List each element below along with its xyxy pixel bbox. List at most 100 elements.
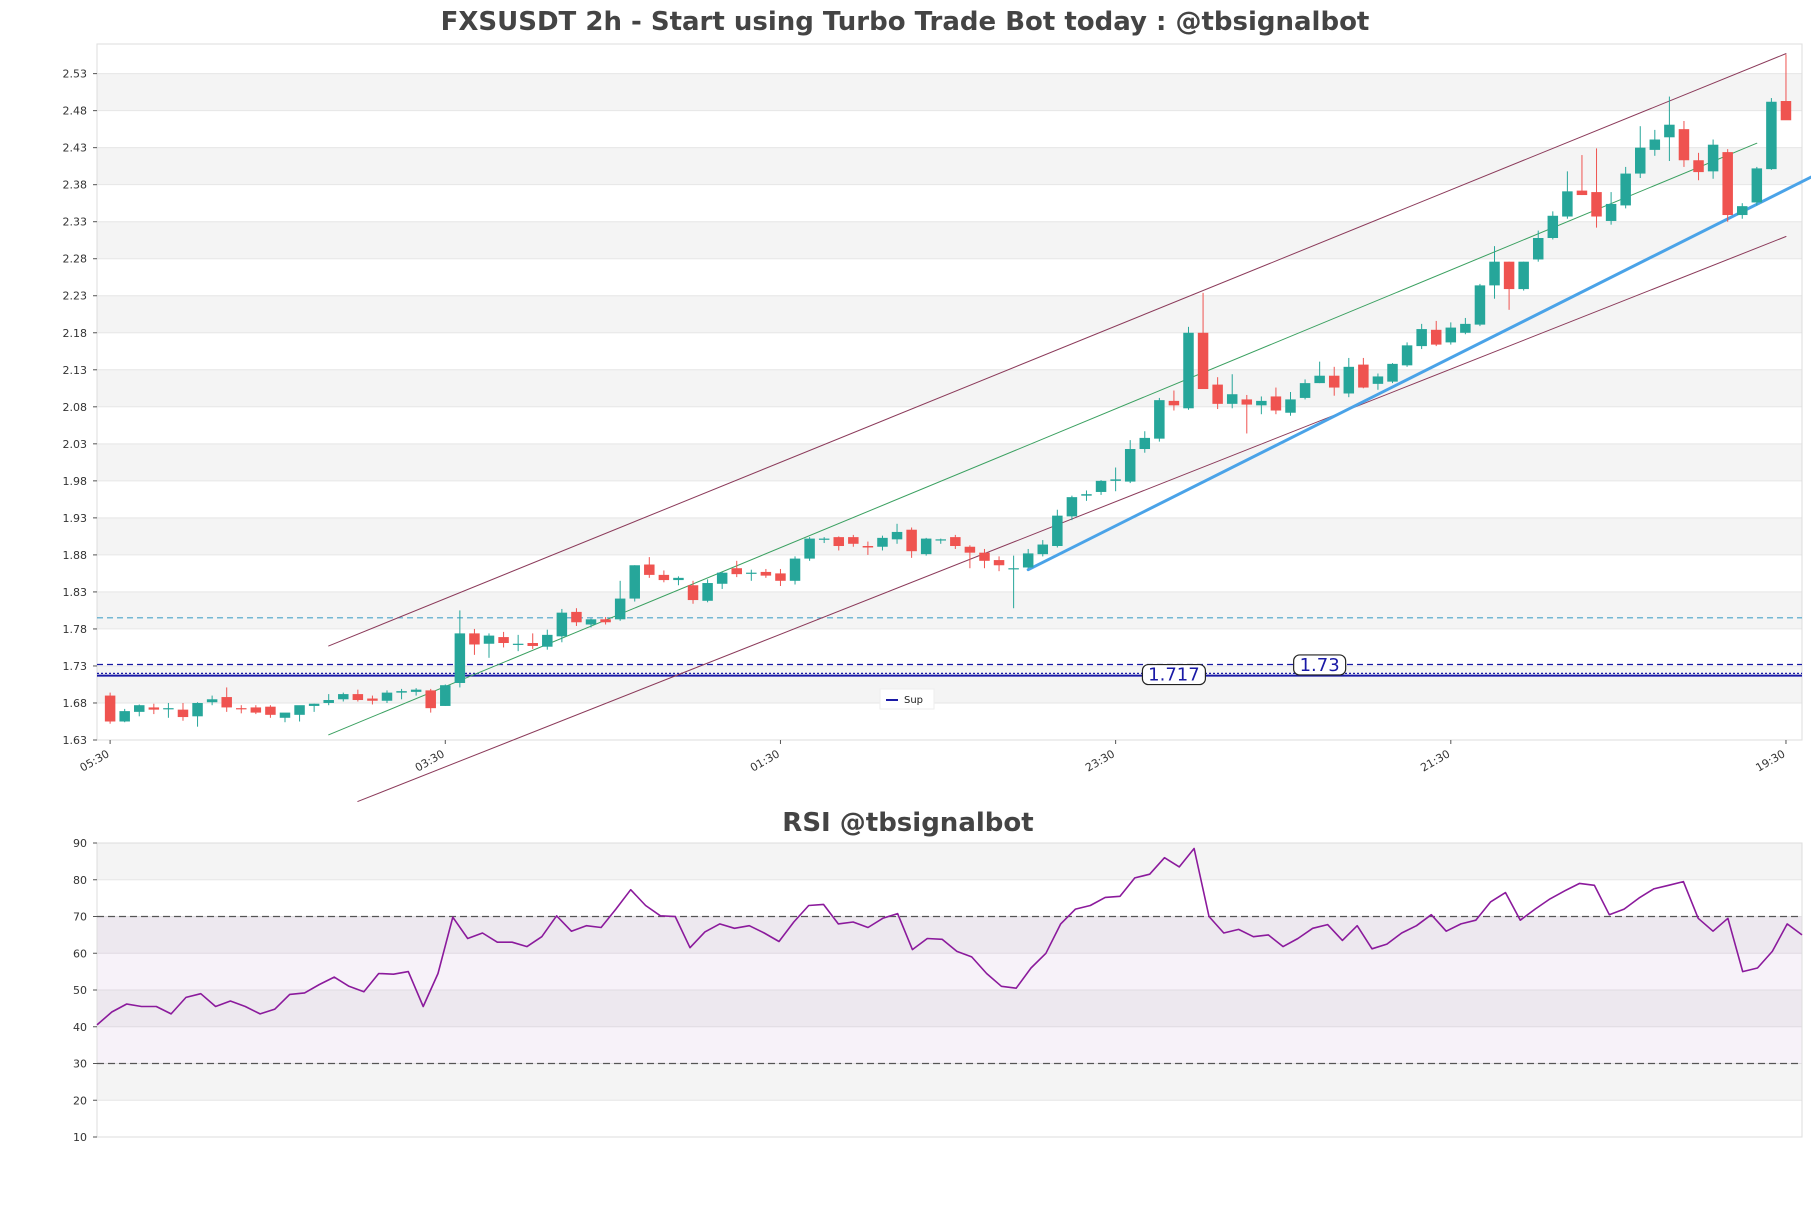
- candle-body: [1110, 479, 1121, 481]
- rsi-y-tick-label: 60: [73, 947, 87, 960]
- candle: [1066, 495, 1078, 521]
- candle: [760, 568, 772, 578]
- candle: [1095, 480, 1107, 495]
- candle-body: [1168, 400, 1180, 406]
- candle-body: [556, 612, 568, 637]
- candle: [848, 534, 859, 547]
- price-y-tick-label: 2.53: [63, 68, 88, 81]
- candle-body: [1066, 497, 1078, 517]
- candle-body: [206, 699, 218, 703]
- candle-body: [1328, 375, 1340, 388]
- price-chart-title: FXSUSDT 2h - Start using Turbo Trade Bot…: [441, 7, 1370, 37]
- price-band: [97, 295, 1802, 333]
- price-y-tick-label: 1.78: [63, 623, 88, 636]
- candle-body: [789, 558, 801, 581]
- price-y-tick-label: 2.33: [63, 216, 88, 229]
- price-y-tick-label: 1.73: [63, 660, 88, 673]
- candle: [1634, 126, 1646, 179]
- candle-body: [760, 571, 772, 576]
- candle: [833, 536, 844, 551]
- candle-body: [1547, 215, 1559, 238]
- rsi-y-tick-label: 10: [73, 1131, 87, 1144]
- candle: [746, 569, 757, 581]
- candle: [862, 541, 874, 555]
- candle: [1037, 540, 1049, 557]
- candle-body: [600, 619, 611, 623]
- candle: [556, 608, 568, 643]
- candle: [410, 688, 422, 696]
- candle-body: [163, 708, 174, 710]
- candle-body: [250, 707, 262, 713]
- candle-body: [498, 637, 509, 644]
- candle-body: [1678, 129, 1690, 161]
- candle-body: [440, 685, 451, 706]
- candle: [877, 535, 888, 551]
- candle-body: [1212, 384, 1223, 404]
- candle: [600, 617, 611, 625]
- rsi-y-tick-label: 80: [73, 874, 87, 887]
- time-x-tick-label: 03:30: [413, 747, 447, 774]
- candle: [498, 631, 509, 648]
- time-x-tick-label: 23:30: [1083, 747, 1117, 774]
- candle-body: [381, 692, 393, 701]
- candle: [1620, 166, 1631, 209]
- price-band: [97, 554, 1802, 592]
- candle-body: [658, 574, 670, 581]
- candle: [687, 580, 699, 604]
- price-y-tick-label: 2.28: [63, 253, 88, 266]
- candle: [512, 634, 524, 652]
- candle: [1052, 509, 1063, 548]
- candle: [134, 704, 145, 717]
- candle-body: [1256, 400, 1267, 406]
- candle-body: [1285, 399, 1296, 413]
- candle-body: [818, 538, 830, 540]
- candle: [673, 576, 684, 586]
- rsi-band: [97, 879, 1802, 917]
- candle-body: [279, 712, 291, 718]
- candle: [1124, 440, 1136, 484]
- candle-body: [1474, 285, 1486, 325]
- candle: [1343, 357, 1355, 398]
- candle: [1081, 490, 1092, 501]
- legend-box: [879, 688, 935, 710]
- candle: [1154, 397, 1165, 442]
- rsi-line-group: [96, 847, 1803, 1026]
- candle: [440, 684, 451, 706]
- candle-body: [542, 634, 553, 647]
- candle-body: [192, 702, 203, 717]
- price-chart: FXSUSDT 2h - Start using Turbo Trade Bot…: [63, 7, 1811, 802]
- candle-body: [629, 565, 640, 599]
- candle-body: [527, 643, 538, 646]
- candle-body: [877, 537, 888, 547]
- candle: [818, 537, 830, 544]
- price-band: [97, 184, 1802, 222]
- candle-body: [1387, 363, 1398, 382]
- level-badge-box: [1293, 654, 1347, 676]
- candle: [542, 629, 553, 650]
- candle: [1532, 230, 1544, 262]
- rsi-band: [97, 1100, 1802, 1137]
- candle: [308, 703, 320, 712]
- candle-body: [1154, 400, 1165, 439]
- price-y-tick-label: 2.23: [63, 290, 88, 303]
- candle-body: [1766, 101, 1777, 170]
- candle-body: [1664, 124, 1675, 138]
- candle-body: [1722, 152, 1733, 216]
- horizontal-levels: [97, 617, 1802, 677]
- rsi-y-axis: 10 20 30 40 50 60 70 80 90: [73, 837, 97, 1144]
- candle-body: [891, 531, 903, 540]
- candle: [571, 608, 582, 626]
- candle-body: [1562, 191, 1573, 217]
- candle: [789, 556, 801, 585]
- price-band: [97, 110, 1802, 148]
- legend-label: Sup: [904, 695, 923, 706]
- candle: [964, 545, 976, 569]
- candle-body: [396, 691, 407, 693]
- price-y-tick-label: 1.93: [63, 512, 88, 525]
- candle-body: [221, 697, 232, 708]
- candle: [1445, 322, 1457, 345]
- candle: [1139, 431, 1151, 453]
- price-band: [97, 221, 1802, 259]
- price-y-tick-label: 1.83: [63, 586, 88, 599]
- level-badge-box: [1141, 663, 1207, 686]
